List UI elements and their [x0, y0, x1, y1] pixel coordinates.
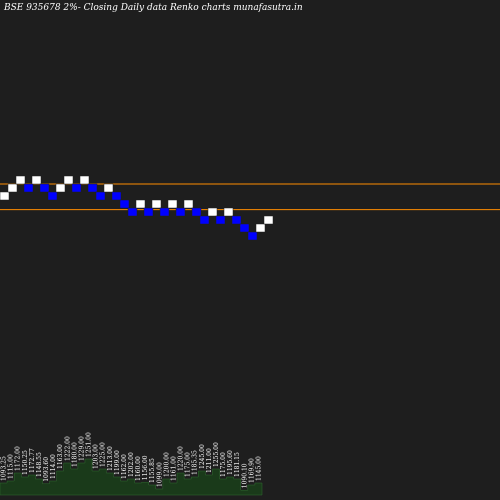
volume-label-18: 1202.00	[128, 452, 135, 477]
brick-up-7	[55, 183, 66, 193]
volume-label-6: 1093.60	[43, 457, 50, 482]
brick-up-4	[31, 175, 42, 185]
volume-label-30: 1255.00	[213, 442, 220, 467]
brick-up-0	[0, 191, 10, 201]
brick-up-10	[79, 175, 90, 185]
brick-down-14	[111, 191, 122, 201]
brick-up-8	[63, 175, 74, 185]
brick-down-6	[47, 191, 58, 201]
volume-label-7: 1114.00	[50, 454, 57, 479]
volume-label-20: 1156.00	[142, 455, 149, 480]
brick-down-5	[39, 183, 50, 193]
volume-label-0: 1093.25	[1, 456, 8, 481]
volume-label-10: 1180.00	[71, 442, 78, 467]
brick-up-17	[135, 199, 146, 209]
volume-label-16: 1199.00	[114, 450, 121, 475]
brick-up-13	[103, 183, 114, 193]
brick-up-19	[151, 199, 162, 209]
volume-label-2: 1172.00	[15, 446, 22, 471]
volume-label-13: 1203.00	[93, 444, 100, 469]
volume-label-22: 1099.00	[156, 462, 163, 487]
brick-up-26	[207, 207, 218, 217]
brick-up-23	[183, 199, 194, 209]
volume-label-9: 1222.00	[64, 436, 71, 461]
brick-down-30	[239, 223, 250, 233]
volume-label-23: 1200.00	[163, 452, 170, 477]
brick-down-9	[71, 183, 82, 193]
brick-down-25	[199, 215, 210, 225]
brick-down-20	[159, 207, 170, 217]
volume-label-5: 1148.55	[36, 452, 43, 477]
brick-up-2	[15, 175, 26, 185]
brick-down-12	[95, 191, 106, 201]
volume-area: 1093.25 1115.00 1172.00 1150.25 1172.77 1148.…	[0, 432, 263, 496]
brick-down-31	[247, 231, 258, 241]
volume-label-28: 1245.00	[199, 444, 206, 469]
chart-title: BSE 935678 2%- Closing Daily data Renko …	[3, 3, 303, 13]
volume-label-15: 1213.00	[107, 446, 114, 471]
volume-label-31: 1175.00	[220, 452, 227, 477]
volume-label-11: 1229.00	[78, 436, 85, 461]
volume-label-14: 1225.00	[100, 442, 107, 467]
brick-up-21	[167, 199, 178, 209]
volume-label-29: 1211.00	[206, 448, 213, 473]
volume-label-1: 1115.00	[8, 454, 15, 479]
volume-label-34: 1090.10	[241, 463, 248, 488]
volume-label-26: 1175.00	[185, 452, 192, 477]
volume-label-21: 1155.85	[149, 458, 156, 483]
volume-label-27: 1185.35	[192, 450, 199, 475]
brick-down-16	[127, 207, 138, 217]
brick-down-11	[87, 183, 98, 193]
brick-up-32	[255, 223, 266, 233]
volume-label-12: 1251.00	[86, 432, 93, 457]
brick-down-27	[215, 215, 226, 225]
brick-down-3	[23, 183, 34, 193]
brick-up-1	[7, 183, 18, 193]
brick-down-22	[175, 207, 186, 217]
volume-label-4: 1172.77	[29, 448, 36, 473]
volume-label-17: 1162.00	[121, 454, 128, 479]
brick-down-24	[191, 207, 202, 217]
volume-label-19: 1160.00	[135, 456, 142, 481]
volume-label-33: 1181.15	[234, 452, 241, 477]
brick-down-15	[119, 199, 130, 209]
volume-label-36: 1145.00	[255, 456, 262, 481]
renko-bricks	[0, 175, 274, 241]
volume-label-8: 1163.00	[57, 444, 64, 469]
volume-label-3: 1150.25	[22, 450, 29, 475]
brick-down-18	[143, 207, 154, 217]
volume-polygon	[0, 458, 263, 496]
brick-down-29	[231, 215, 242, 225]
brick-up-28	[223, 207, 234, 217]
volume-label-24: 1161.00	[170, 456, 177, 481]
volume-label-25: 1220.00	[178, 446, 185, 471]
brick-up-33	[263, 215, 274, 225]
volume-label-35: 1169.90	[248, 458, 255, 483]
volume-label-32: 1195.60	[227, 450, 234, 475]
